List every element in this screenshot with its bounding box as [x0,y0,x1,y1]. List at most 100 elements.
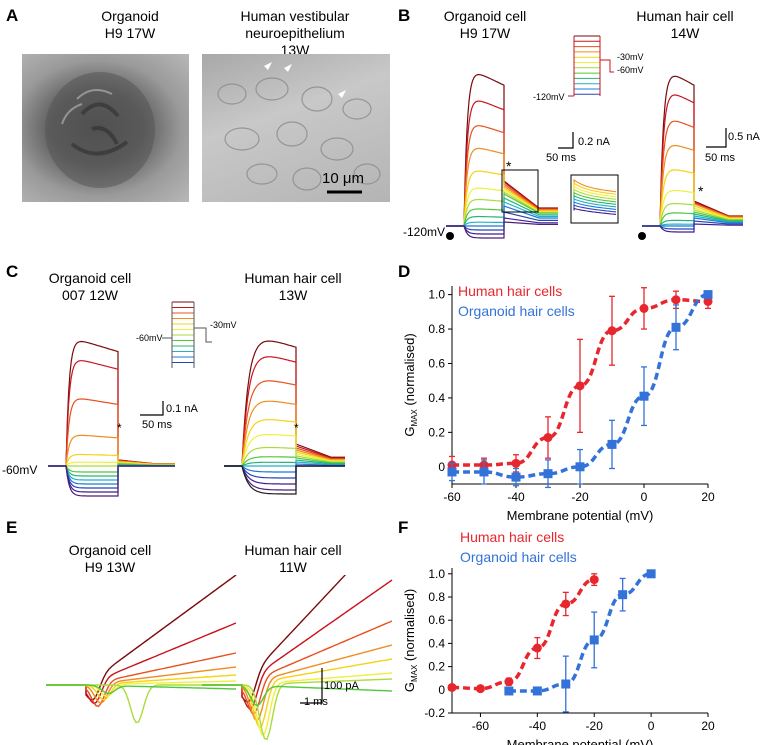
y-axis-title: GMAX (normalised) [402,333,419,436]
current-trace [224,340,345,467]
title-line: neuroepithelium [245,25,345,41]
current-trace [224,456,345,467]
data-point [447,467,457,477]
y-tick-label: 0.6 [428,356,445,370]
data-point [447,682,457,692]
current-trace [642,213,743,227]
protocol-voltage-label: -60mV [617,65,644,75]
current-trace [446,170,558,227]
panel-label-b: B [398,6,411,25]
current-trace [446,205,558,227]
current-trace [573,198,617,208]
current-trace [446,147,558,227]
title-line: 14W [670,25,700,41]
title-line: Human hair cell [636,8,734,24]
data-point [639,391,649,401]
legend-entry: Organoid hair cells [458,303,575,319]
title-line: Organoid cell [48,270,132,286]
scale-bar [300,668,323,704]
protocol-voltage-label: -30mV [210,320,237,330]
current-trace [446,125,558,227]
neuroepithelium-texture [217,62,381,194]
current-trace [642,202,743,227]
title-line: Human hair cell [244,542,342,558]
title-line: Organoid cell [443,8,527,24]
holding-potential-label: -120mV [403,225,446,239]
panel-e-left-title: Organoid cell H9 13W [50,542,170,576]
holding-potential-label: -60mV [2,463,38,477]
current-trace [224,356,345,467]
panel-c-right-title: Human hair cell 13W [228,270,358,304]
title-line: Organoid cell [68,542,152,558]
y-tick-label: 0.4 [428,636,445,650]
x-tick-label: 20 [701,719,715,733]
activation-curve-chart-f: -60 -40 -20 0 20 -0.2 0 0.2 0.4 0.6 0.8 1.0 Membrane… [402,529,715,745]
panel-a-left-title: Organoid H9 17W [50,8,210,42]
data-point [475,684,485,694]
y-axis-title: GMAX (normalised) [402,589,419,692]
title-line: Organoid [101,8,159,24]
data-point [575,462,585,472]
current-trace [48,465,175,493]
y-tick-label: 0.8 [428,590,445,604]
current-trace [224,419,345,467]
current-trace [573,191,617,203]
panel-label-e: E [6,518,18,537]
asterisk-marker: * [117,421,122,435]
current-trace [224,465,345,491]
voltage-protocol-diagram [568,35,614,97]
current-trace [224,465,345,485]
asterisk-marker: * [506,158,512,174]
y-tick-label: 0.2 [428,660,445,674]
current-trace [642,94,743,227]
voltage-protocol-diagram [162,301,212,368]
current-trace [202,644,393,723]
current-trace [202,658,393,729]
protocol-voltage-label: -120mV [533,92,565,102]
current-trace [573,188,617,200]
scale-bar [140,401,164,416]
scale-bar-right [706,128,727,148]
x-axis-title: Membrane potential (mV) [507,508,654,523]
dot-marker [446,232,454,240]
current-trace [573,201,617,210]
y-tick-label: 1.0 [428,567,445,581]
neuroepithelium-micrograph [202,54,390,202]
panel-e-right-title: Human hair cell 11W [228,542,358,576]
title-line: Human hair cell [244,270,342,286]
x-tick-label: -20 [586,719,604,733]
current-trace [573,194,617,205]
x-axis-title: Membrane potential (mV) [507,737,654,745]
current-trace [48,463,175,473]
current-trace [642,217,743,227]
y-tick-label: 0.4 [428,391,445,405]
panel-label-c: C [6,262,19,281]
scale-time-label: 50 ms [705,152,735,164]
protocol-voltage-label: -30mV [617,52,644,62]
current-trace [224,400,345,467]
panel-b-left-title: Organoid cell H9 17W [425,8,545,42]
y-tick-label: 0.6 [428,613,445,627]
current-trace [48,340,175,467]
current-trace [48,465,175,489]
scale-time-label: 50 ms [142,419,172,431]
dot-marker [638,232,646,240]
x-tick-label: 20 [701,490,715,504]
panel-label-a: A [6,6,19,25]
current-trace [573,178,617,193]
current-trace [642,215,743,227]
legend-entry: Human hair cells [460,529,564,545]
current-trace [224,463,345,473]
arrowhead-icon [264,62,272,70]
current-trace [202,620,393,715]
current-trace [446,192,558,227]
inset-box [501,169,539,213]
current-trace [48,465,175,485]
asterisk-marker: * [294,421,299,435]
x-tick-label: -60 [443,490,461,504]
x-tick-label: 0 [648,719,655,733]
current-trace [224,465,345,495]
scale-current-label: 100 pA [324,680,359,692]
fit-curve [452,292,709,479]
current-trace [224,459,345,467]
